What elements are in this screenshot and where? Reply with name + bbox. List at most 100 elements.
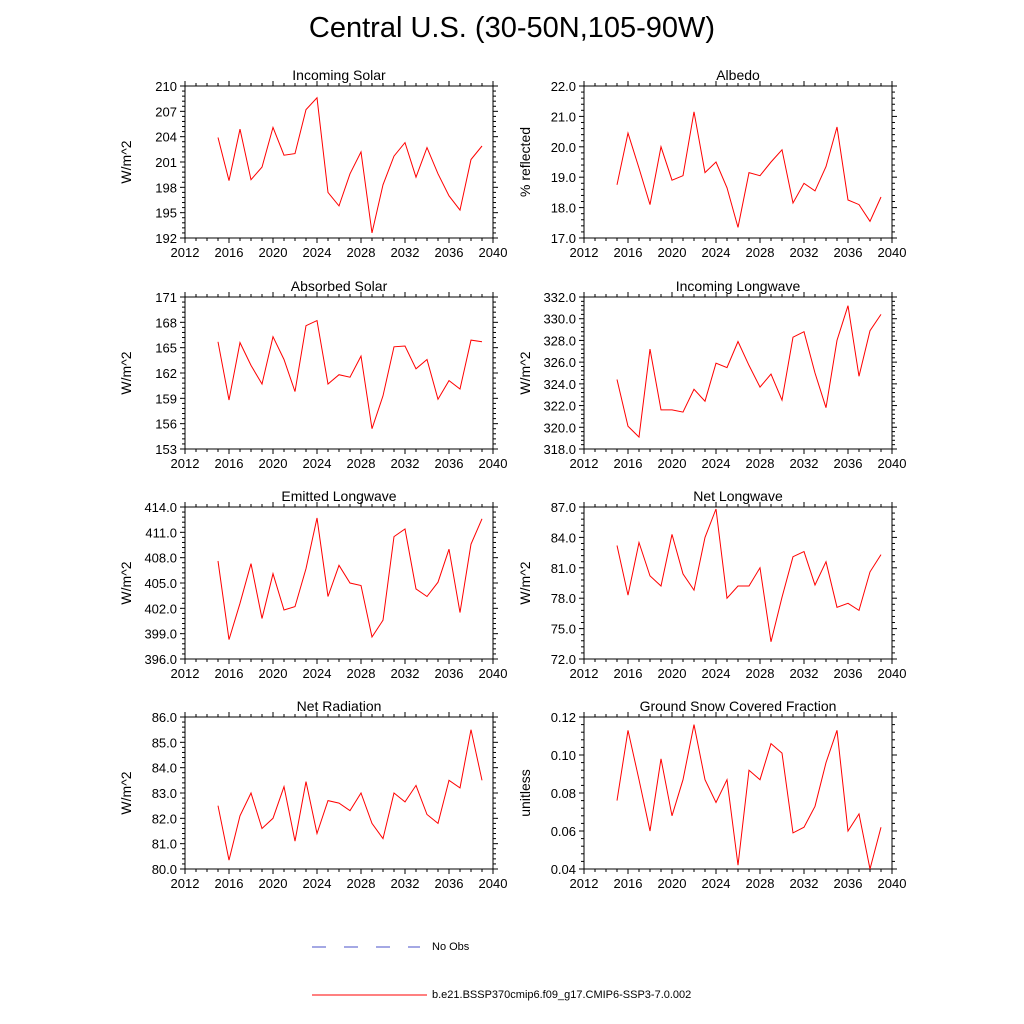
x-tick-label: 2020 bbox=[658, 876, 687, 891]
x-tick-label: 2020 bbox=[259, 666, 288, 681]
x-tick-label: 2036 bbox=[834, 245, 863, 260]
chart-title: Absorbed Solar bbox=[291, 278, 388, 294]
series-line bbox=[616, 305, 882, 439]
x-tick-label: 2040 bbox=[878, 876, 907, 891]
x-tick-label: 2012 bbox=[570, 876, 599, 891]
y-axis-label: W/m^2 bbox=[118, 351, 134, 394]
chart-albedo: Albedo % reflected 2012 2016 2020 2024 2028 203… bbox=[517, 67, 906, 260]
chart-title: Ground Snow Covered Fraction bbox=[640, 698, 837, 714]
chart-title: Emitted Longwave bbox=[281, 488, 396, 504]
chart-title: Incoming Longwave bbox=[676, 278, 801, 294]
y-tick-label: 201 bbox=[155, 155, 177, 170]
y-tick-label: 82.0 bbox=[152, 811, 177, 826]
x-tick-label: 2028 bbox=[347, 876, 376, 891]
x-tick-label: 2020 bbox=[259, 456, 288, 471]
y-tick-label: 156 bbox=[155, 417, 177, 432]
x-tick-label: 2028 bbox=[746, 666, 775, 681]
x-tick-label: 2036 bbox=[834, 666, 863, 681]
chart-title: Albedo bbox=[716, 67, 760, 83]
y-axis-label: % reflected bbox=[517, 127, 533, 197]
y-tick-label: 408.0 bbox=[144, 551, 177, 566]
x-tick-label: 2036 bbox=[435, 876, 464, 891]
y-tick-label: 204 bbox=[155, 130, 177, 145]
figure-title: Central U.S. (30-50N,105-90W) bbox=[308, 12, 716, 44]
chart-emitted-longwave: Emitted Longwave W/m^2 2012 2016 2020 2024 202… bbox=[118, 488, 507, 681]
x-tick-label: 2028 bbox=[746, 245, 775, 260]
x-tick-label: 2024 bbox=[702, 245, 731, 260]
x-tick-label: 2032 bbox=[391, 876, 420, 891]
series-line bbox=[616, 508, 882, 642]
x-tick-label: 2020 bbox=[259, 876, 288, 891]
x-tick-label: 2040 bbox=[479, 245, 508, 260]
x-tick-label: 2032 bbox=[391, 245, 420, 260]
x-tick-label: 2024 bbox=[303, 666, 332, 681]
y-tick-label: 0.04 bbox=[551, 862, 576, 877]
x-tick-label: 2016 bbox=[215, 245, 244, 260]
y-tick-label: 162 bbox=[155, 366, 177, 381]
series-line bbox=[217, 729, 483, 861]
y-tick-label: 171 bbox=[155, 290, 177, 305]
x-tick-label: 2040 bbox=[878, 245, 907, 260]
x-tick-label: 2032 bbox=[790, 245, 819, 260]
y-tick-label: 402.0 bbox=[144, 601, 177, 616]
y-tick-label: 80.0 bbox=[152, 862, 177, 877]
y-tick-label: 165 bbox=[155, 341, 177, 356]
x-tick-label: 2032 bbox=[790, 666, 819, 681]
y-tick-label: 195 bbox=[155, 206, 177, 221]
y-tick-label: 326.0 bbox=[543, 355, 576, 370]
chart-title: Net Longwave bbox=[693, 488, 783, 504]
y-axis-label: W/m^2 bbox=[118, 140, 134, 183]
series-line bbox=[217, 319, 483, 429]
x-tick-label: 2012 bbox=[171, 666, 200, 681]
y-tick-label: 72.0 bbox=[551, 652, 576, 667]
x-tick-label: 2032 bbox=[391, 456, 420, 471]
y-tick-label: 328.0 bbox=[543, 333, 576, 348]
x-tick-label: 2024 bbox=[303, 456, 332, 471]
y-tick-label: 18.0 bbox=[551, 201, 576, 216]
y-tick-label: 81.0 bbox=[551, 561, 576, 576]
x-tick-label: 2028 bbox=[347, 245, 376, 260]
x-tick-label: 2012 bbox=[171, 245, 200, 260]
y-axis-label: W/m^2 bbox=[517, 351, 533, 394]
y-tick-label: 332.0 bbox=[543, 290, 576, 305]
legend-obs-label: No Obs bbox=[432, 941, 470, 953]
x-tick-label: 2032 bbox=[391, 666, 420, 681]
legend-model-label: b.e21.BSSP370cmip6.f09_g17.CMIP6-SSP3-7.… bbox=[432, 989, 692, 1001]
y-axis-label: W/m^2 bbox=[118, 561, 134, 604]
y-tick-label: 320.0 bbox=[543, 420, 576, 435]
x-tick-label: 2016 bbox=[614, 876, 643, 891]
series-line bbox=[217, 96, 483, 234]
y-tick-label: 0.06 bbox=[551, 824, 576, 839]
y-tick-label: 78.0 bbox=[551, 591, 576, 606]
chart-net-longwave: Net Longwave W/m^2 2012 2016 2020 2024 2028 203… bbox=[517, 488, 906, 681]
y-tick-label: 192 bbox=[155, 231, 177, 246]
y-tick-label: 168 bbox=[155, 315, 177, 330]
x-tick-label: 2020 bbox=[658, 456, 687, 471]
chart-incoming-solar: Incoming Solar W/m^2 2012 2016 2020 2024 2028 2… bbox=[118, 67, 507, 260]
chart-absorbed-solar: Absorbed Solar W/m^2 2012 2016 2020 2024 2028 2… bbox=[118, 278, 507, 471]
y-tick-label: 84.0 bbox=[152, 761, 177, 776]
y-tick-label: 87.0 bbox=[551, 500, 576, 515]
y-tick-label: 22.0 bbox=[551, 79, 576, 94]
y-tick-label: 81.0 bbox=[152, 837, 177, 852]
x-tick-label: 2016 bbox=[614, 456, 643, 471]
x-tick-label: 2024 bbox=[702, 456, 731, 471]
y-axis-label: W/m^2 bbox=[517, 561, 533, 604]
x-tick-label: 2016 bbox=[215, 876, 244, 891]
y-tick-label: 411.0 bbox=[145, 525, 177, 540]
x-tick-label: 2028 bbox=[347, 666, 376, 681]
series-line bbox=[616, 724, 882, 870]
y-tick-label: 0.10 bbox=[551, 748, 576, 763]
x-tick-label: 2016 bbox=[614, 666, 643, 681]
series-line bbox=[217, 517, 483, 640]
y-tick-label: 0.08 bbox=[551, 786, 576, 801]
x-tick-label: 2040 bbox=[878, 666, 907, 681]
chart-title: Net Radiation bbox=[297, 698, 382, 714]
x-tick-label: 2024 bbox=[702, 876, 731, 891]
x-tick-label: 2012 bbox=[570, 245, 599, 260]
x-tick-label: 2020 bbox=[259, 245, 288, 260]
y-tick-label: 414.0 bbox=[144, 500, 177, 515]
y-tick-label: 399.0 bbox=[144, 627, 177, 642]
y-tick-label: 17.0 bbox=[551, 231, 576, 246]
